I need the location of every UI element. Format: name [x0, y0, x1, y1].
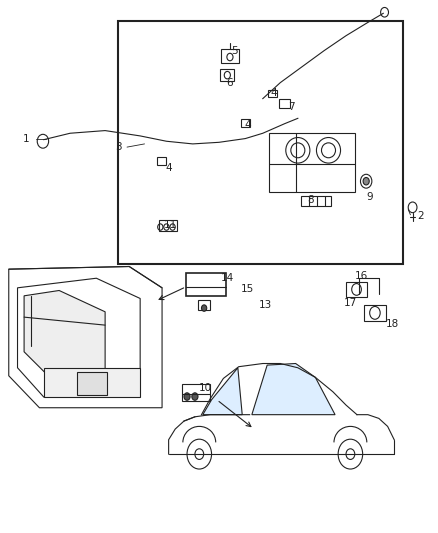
Polygon shape	[203, 368, 242, 415]
Text: 18: 18	[385, 319, 399, 329]
Polygon shape	[252, 364, 335, 415]
Bar	[220, 69, 234, 81]
Text: 14: 14	[221, 273, 234, 283]
Circle shape	[201, 305, 207, 311]
Text: 4: 4	[244, 120, 251, 130]
Bar	[301, 196, 331, 206]
Polygon shape	[24, 290, 105, 376]
Text: 8: 8	[307, 195, 314, 205]
Bar	[241, 119, 250, 127]
Text: 16: 16	[355, 271, 368, 281]
Bar	[182, 384, 210, 401]
Bar	[269, 133, 355, 192]
Circle shape	[363, 177, 369, 185]
Text: 13: 13	[258, 300, 272, 310]
Text: 3: 3	[115, 142, 122, 151]
Bar	[364, 305, 386, 321]
Bar	[77, 372, 107, 395]
Bar	[346, 282, 367, 297]
Polygon shape	[44, 368, 140, 397]
Text: 17: 17	[344, 298, 357, 308]
Bar	[118, 21, 403, 264]
Bar	[157, 157, 166, 165]
Text: 4: 4	[270, 88, 277, 98]
Text: 9: 9	[367, 192, 374, 202]
Bar	[268, 90, 277, 97]
Text: 2: 2	[417, 211, 424, 221]
Circle shape	[184, 393, 190, 400]
Text: 11: 11	[164, 220, 177, 230]
Bar	[279, 99, 290, 108]
Text: 4: 4	[165, 163, 172, 173]
Bar	[221, 49, 239, 63]
Text: 6: 6	[226, 78, 233, 87]
Text: 7: 7	[288, 102, 295, 111]
Bar	[198, 300, 210, 310]
Circle shape	[192, 393, 198, 400]
Text: 5: 5	[231, 46, 238, 55]
Bar	[186, 273, 226, 296]
Text: 10: 10	[199, 383, 212, 393]
Bar	[159, 220, 177, 231]
Text: 1: 1	[23, 134, 30, 143]
Text: 15: 15	[241, 284, 254, 294]
